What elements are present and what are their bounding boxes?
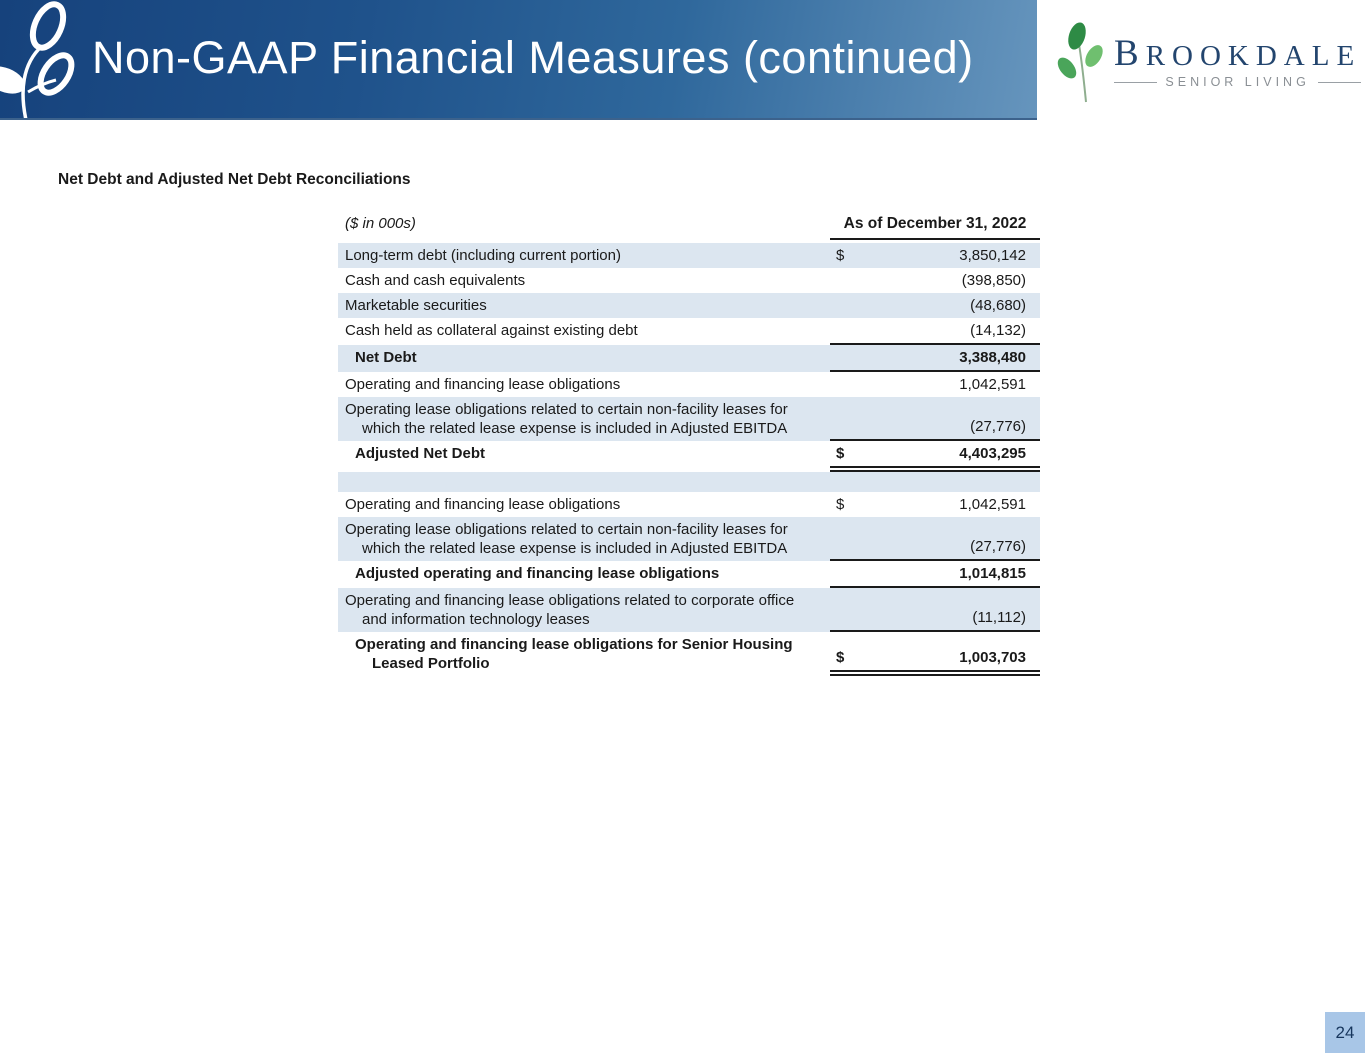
row-amount: (48,680) xyxy=(970,296,1026,314)
table-row: Cash and cash equivalents (398,850) xyxy=(338,268,1040,293)
row-amount: 1,042,591 xyxy=(959,496,1026,514)
row-amount: (14,132) xyxy=(970,321,1026,339)
row-amount: (27,776) xyxy=(970,418,1026,435)
row-amount: (11,112) xyxy=(972,609,1026,627)
row-value: 1,042,591 xyxy=(830,372,1040,397)
row-value: 3,388,480 xyxy=(830,345,1040,372)
row-label: Operating lease obligations related to c… xyxy=(345,521,788,558)
row-label: Operating and financing lease obligation… xyxy=(355,636,793,673)
row-label: Operating and financing lease obligation… xyxy=(345,592,795,629)
column-header-date: As of December 31, 2022 xyxy=(830,210,1040,240)
logo-brand-text: BROOKDALE xyxy=(1114,32,1362,74)
table-row: Operating and financing lease obligation… xyxy=(338,372,1040,397)
table-body: Long-term debt (including current portio… xyxy=(338,242,1040,677)
slide-title: Non-GAAP Financial Measures (continued) xyxy=(92,31,974,83)
row-amount: (27,776) xyxy=(970,538,1026,556)
table-row: Operating lease obligations related to c… xyxy=(338,517,1040,562)
row-amount: 4,403,295 xyxy=(959,445,1026,463)
row-label: Operating and financing lease obligation… xyxy=(345,496,621,514)
table-header-row: ($ in 000s) As of December 31, 2022 xyxy=(338,210,1040,240)
table-row: Adjusted Net Debt $4,403,295 xyxy=(338,441,1040,473)
dollar-sign: $ xyxy=(836,649,845,667)
table-row: Long-term debt (including current portio… xyxy=(338,242,1040,268)
table-spacer-row xyxy=(338,472,1040,493)
title-banner: Non-GAAP Financial Measures (continued) xyxy=(0,0,1037,120)
row-label: Operating lease obligations related to c… xyxy=(345,400,788,437)
row-label: Long-term debt (including current portio… xyxy=(345,246,621,264)
row-label: Operating and financing lease obligation… xyxy=(345,375,621,393)
row-amount: 3,388,480 xyxy=(959,348,1026,366)
table-row: Operating and financing lease obligation… xyxy=(338,588,1040,633)
net-debt-table: ($ in 000s) As of December 31, 2022 Long… xyxy=(338,210,1040,677)
table-row: Operating and financing lease obligation… xyxy=(338,492,1040,517)
table-row: Cash held as collateral against existing… xyxy=(338,318,1040,345)
row-value: $3,850,142 xyxy=(830,243,1040,268)
row-value: 1,014,815 xyxy=(830,561,1040,589)
dollar-sign: $ xyxy=(836,246,845,264)
dollar-sign: $ xyxy=(836,445,845,463)
table-row: Operating and financing lease obligation… xyxy=(338,632,1040,677)
row-label: Marketable securities xyxy=(345,296,487,314)
row-label: Cash and cash equivalents xyxy=(345,271,526,289)
table-row: Net Debt 3,388,480 xyxy=(338,344,1040,372)
brookdale-logo: BROOKDALE SENIOR LIVING xyxy=(1056,16,1354,108)
logo-leaves-icon xyxy=(1057,22,1103,103)
row-value: $1,042,591 xyxy=(830,492,1040,517)
row-value: (27,776) xyxy=(830,397,1040,442)
row-label: Net Debt xyxy=(355,348,417,366)
row-value: (11,112) xyxy=(830,588,1040,633)
row-amount: (398,850) xyxy=(961,271,1026,289)
section-title: Net Debt and Adjusted Net Debt Reconcili… xyxy=(58,171,411,188)
row-value: $1,003,703 xyxy=(830,632,1040,677)
row-value: (48,680) xyxy=(830,293,1040,318)
row-amount: 1,003,703 xyxy=(959,649,1026,667)
row-amount: 1,042,591 xyxy=(959,375,1026,393)
logo-tagline-text: SENIOR LIVING xyxy=(1114,75,1361,89)
units-label: ($ in 000s) xyxy=(345,215,416,232)
logo-text-block: BROOKDALE SENIOR LIVING xyxy=(1114,35,1361,90)
row-value: (14,132) xyxy=(830,318,1040,345)
row-label: Adjusted Net Debt xyxy=(355,445,486,463)
row-value: (398,850) xyxy=(830,268,1040,293)
row-amount: 1,014,815 xyxy=(959,565,1026,583)
table-row: Marketable securities (48,680) xyxy=(338,292,1040,318)
row-label: Adjusted operating and financing lease o… xyxy=(355,565,720,583)
leaf-branch-icon xyxy=(0,1,75,118)
table-row: Adjusted operating and financing lease o… xyxy=(338,561,1040,589)
dollar-sign: $ xyxy=(836,496,845,514)
row-label: Cash held as collateral against existing… xyxy=(345,321,638,339)
row-amount: 3,850,142 xyxy=(959,246,1026,264)
row-value: (27,776) xyxy=(830,517,1040,562)
row-value: $4,403,295 xyxy=(830,441,1040,473)
page-number: 24 xyxy=(1325,1012,1365,1053)
table-row: Operating lease obligations related to c… xyxy=(338,396,1040,442)
